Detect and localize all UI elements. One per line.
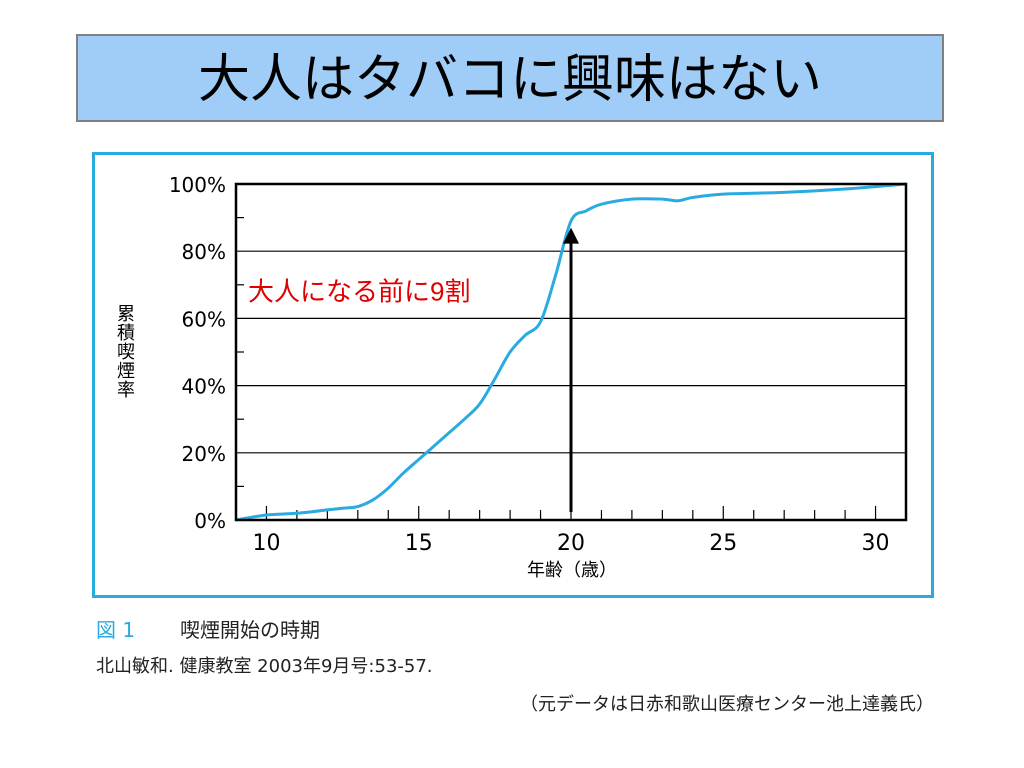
cumulative-smoking-curve bbox=[235, 182, 907, 522]
x-tick-label: 25 bbox=[709, 531, 737, 556]
x-tick-label: 15 bbox=[405, 531, 433, 556]
x-tick-label: 10 bbox=[252, 531, 280, 556]
x-tick-label: 30 bbox=[862, 531, 890, 556]
y-tick-label: 20% bbox=[182, 442, 226, 466]
y-tick-label: 100% bbox=[169, 173, 226, 197]
y-axis-ticks: 0% 20% 40% 60% 80% 100% bbox=[169, 173, 244, 533]
arrow-annotation bbox=[563, 227, 579, 512]
slide-title-banner: 大人はタバコに興味はない bbox=[76, 34, 944, 122]
annotation-label: 大人になる前に9割 bbox=[248, 277, 470, 307]
x-axis-label: 年齢（歳） bbox=[527, 560, 617, 581]
y-tick-label: 0% bbox=[194, 509, 226, 533]
plot-area-border bbox=[234, 182, 908, 522]
y-tick-label: 80% bbox=[182, 240, 226, 264]
slide-title: 大人はタバコに興味はない bbox=[197, 50, 822, 110]
x-tick-label: 20 bbox=[557, 531, 585, 556]
source-note: （元データは日赤和歌山医療センター池上達義氏） bbox=[520, 694, 934, 715]
y-tick-label: 60% bbox=[182, 307, 226, 331]
x-axis-ticks: 10 15 20 25 30 bbox=[235, 506, 907, 556]
figure-title: 喫煙開始の時期 bbox=[180, 618, 320, 642]
y-tick-label: 40% bbox=[182, 375, 226, 399]
arrow-head bbox=[563, 227, 579, 244]
y-axis-label: 累積喫煙率 bbox=[117, 303, 135, 401]
chart-frame bbox=[92, 152, 934, 598]
figure-number: 図 1 bbox=[96, 618, 136, 642]
citation: 北山敏和. 健康教室 2003年9月号:53-57. bbox=[96, 656, 433, 677]
